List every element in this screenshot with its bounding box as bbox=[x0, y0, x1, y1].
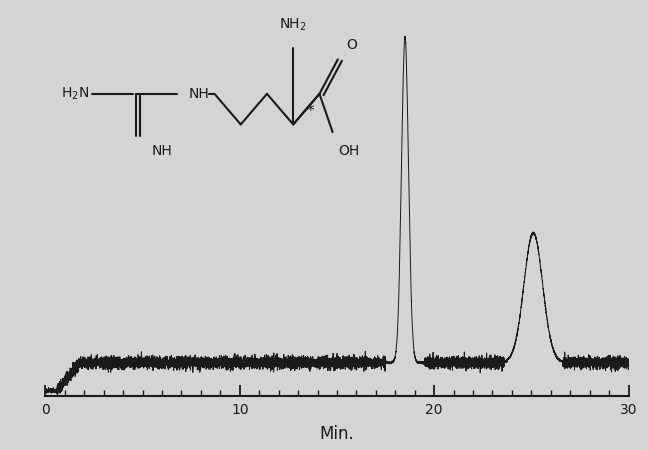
Text: OH: OH bbox=[338, 144, 360, 158]
Text: O: O bbox=[347, 38, 358, 52]
Text: NH: NH bbox=[188, 87, 209, 101]
Text: NH$_2$: NH$_2$ bbox=[279, 16, 307, 33]
X-axis label: Min.: Min. bbox=[319, 425, 354, 443]
Text: NH: NH bbox=[152, 144, 173, 158]
Text: H$_2$N: H$_2$N bbox=[61, 86, 89, 102]
Text: *: * bbox=[307, 104, 314, 118]
